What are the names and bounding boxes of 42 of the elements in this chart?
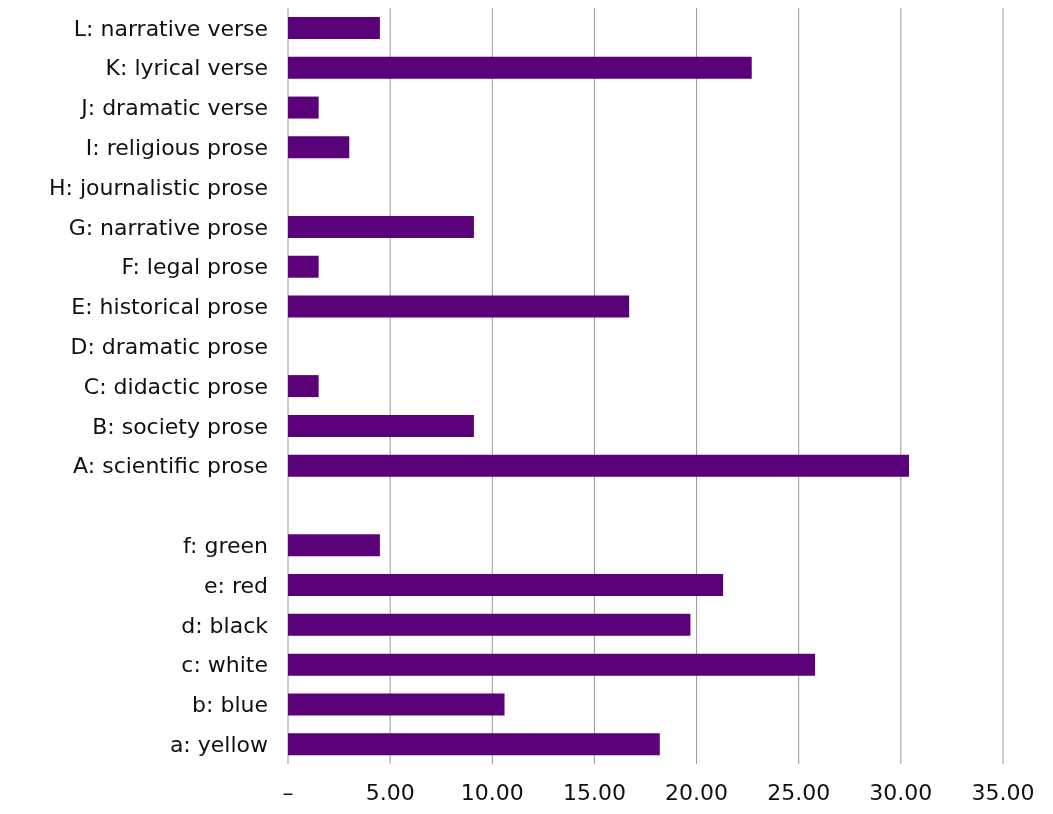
y-tick-label: J: dramatic verse — [79, 95, 268, 121]
bar — [288, 17, 380, 39]
y-tick-label: A: scientific prose — [73, 453, 268, 479]
y-tick-label: L: narrative verse — [73, 15, 268, 41]
y-tick-label: e: red — [203, 572, 268, 598]
y-tick-label: H: journalistic prose — [48, 174, 268, 200]
bar — [288, 733, 660, 756]
y-tick-label: G: narrative prose — [68, 214, 268, 240]
bar — [288, 56, 752, 79]
y-tick-label: f: green — [183, 532, 268, 558]
y-tick-label: B: society prose — [92, 413, 268, 439]
x-tick-label: 20.00 — [665, 779, 729, 805]
x-tick-label: 25.00 — [767, 779, 831, 805]
bar — [288, 414, 474, 437]
x-tick-label: – — [282, 779, 294, 805]
bar — [288, 295, 630, 318]
bar — [288, 574, 724, 597]
bar — [288, 653, 816, 676]
y-tick-label: a: yellow — [169, 731, 268, 757]
x-tick-label: 35.00 — [971, 779, 1035, 805]
x-tick-label: 10.00 — [460, 779, 524, 805]
y-tick-label: I: religious prose — [85, 135, 268, 161]
x-tick-label: 30.00 — [869, 779, 933, 805]
y-tick-label: d: black — [181, 612, 269, 638]
y-tick-label: b: blue — [192, 692, 268, 718]
x-tick-label: 15.00 — [562, 779, 626, 805]
bar — [288, 255, 319, 278]
bar — [288, 375, 319, 398]
bar — [288, 534, 380, 557]
y-tick-label: E: historical prose — [71, 294, 268, 320]
y-tick-label: C: didactic prose — [83, 373, 268, 399]
bar — [288, 613, 691, 636]
bar — [288, 215, 474, 238]
bar — [288, 96, 319, 119]
y-tick-label: D: dramatic prose — [70, 334, 268, 360]
bar — [288, 454, 910, 477]
x-tick-label: 5.00 — [365, 779, 415, 805]
y-tick-label: c: white — [181, 652, 268, 678]
y-tick-label: K: lyrical verse — [105, 55, 268, 81]
y-tick-label: F: legal prose — [121, 254, 268, 280]
bar — [288, 136, 350, 159]
bar — [288, 693, 505, 716]
